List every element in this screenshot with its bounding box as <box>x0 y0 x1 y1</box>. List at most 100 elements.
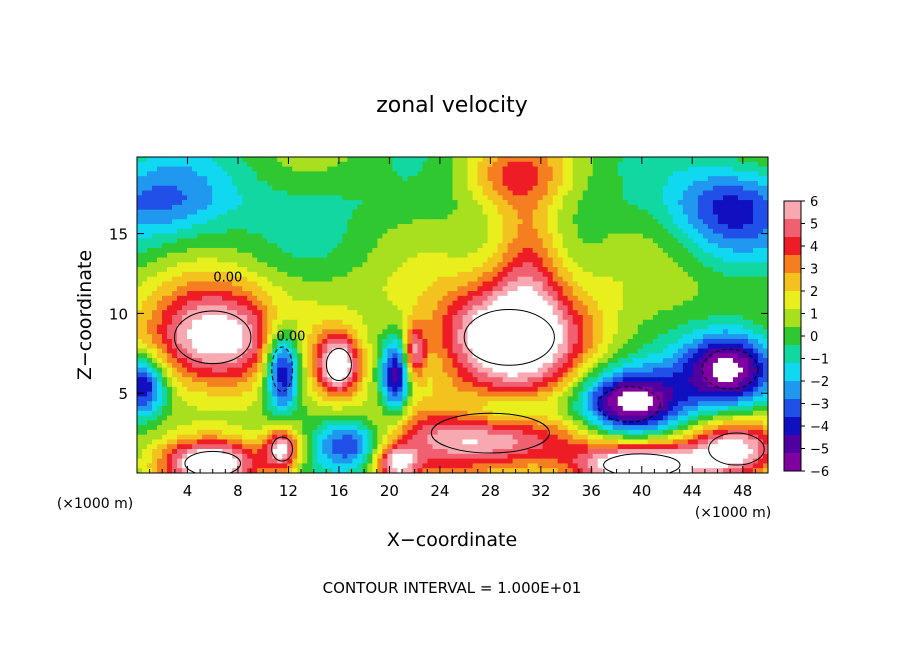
field-cell <box>372 252 378 259</box>
field-cell <box>552 295 559 302</box>
field-cell <box>587 295 594 302</box>
field-cell <box>737 300 744 307</box>
field-cell <box>672 267 679 273</box>
field-cell <box>577 214 584 220</box>
field-cell <box>337 185 343 192</box>
field-cell <box>302 157 308 163</box>
field-cell <box>492 271 499 278</box>
field-cell <box>397 209 404 216</box>
field-cell <box>752 204 759 211</box>
field-cell <box>427 204 434 211</box>
field-cell <box>572 228 579 235</box>
field-cell <box>177 180 183 187</box>
field-cell <box>192 257 198 263</box>
field-cell <box>627 310 634 316</box>
field-cell <box>392 334 399 340</box>
field-cell <box>382 286 388 292</box>
field-cell <box>632 286 639 292</box>
field-cell <box>252 247 258 254</box>
field-cell <box>197 195 203 201</box>
field-cell <box>547 200 554 206</box>
field-cell <box>152 281 158 287</box>
field-cell <box>247 209 253 216</box>
field-cell <box>327 214 333 220</box>
field-cell <box>202 166 208 172</box>
field-cell <box>757 238 764 244</box>
field-cell <box>182 171 188 177</box>
field-cell <box>502 200 509 206</box>
field-cell <box>312 214 318 220</box>
field-cell <box>507 180 514 187</box>
field-cell <box>517 252 524 259</box>
field-cell <box>727 329 734 335</box>
field-cell <box>307 271 313 278</box>
field-cell <box>747 180 754 187</box>
field-cell <box>342 271 348 278</box>
field-cell <box>162 295 168 302</box>
field-cell <box>482 338 489 345</box>
field-cell <box>642 291 649 297</box>
field-cell <box>222 171 228 177</box>
field-cell <box>697 209 704 216</box>
field-cell <box>262 219 268 225</box>
field-cell <box>437 295 444 302</box>
field-cell <box>272 209 278 216</box>
field-cell <box>582 310 589 316</box>
field-cell <box>742 219 749 225</box>
field-cell <box>522 310 529 316</box>
field-cell <box>342 319 348 326</box>
field-cell <box>467 157 474 163</box>
field-cell <box>567 262 574 268</box>
field-cell <box>617 209 624 216</box>
field-cell <box>397 262 404 268</box>
field-cell <box>572 204 579 211</box>
field-cell <box>692 338 699 345</box>
field-cell <box>397 224 404 230</box>
field-cell <box>547 267 554 273</box>
field-cell <box>602 200 609 206</box>
field-cell <box>217 338 223 345</box>
field-cell <box>367 276 373 283</box>
field-cell <box>227 190 233 196</box>
field-cell <box>617 286 624 292</box>
field-cell <box>532 228 539 235</box>
field-cell <box>137 185 143 192</box>
field-cell <box>157 243 163 249</box>
field-cell <box>627 257 634 263</box>
field-cell <box>282 157 288 163</box>
field-cell <box>597 233 604 239</box>
field-cell <box>567 185 574 192</box>
field-cell <box>732 334 739 340</box>
field-cell <box>702 195 709 201</box>
field-cell <box>687 319 694 326</box>
field-cell <box>442 228 449 235</box>
field-cell <box>282 310 288 316</box>
field-cell <box>182 338 188 345</box>
field-cell <box>587 190 594 196</box>
field-cell <box>682 233 689 239</box>
field-cell <box>502 171 509 177</box>
field-cell <box>407 224 414 230</box>
field-cell <box>602 180 609 187</box>
field-cell <box>552 252 559 259</box>
field-cell <box>367 180 373 187</box>
field-cell <box>532 185 539 192</box>
field-cell <box>757 252 764 259</box>
field-cell <box>627 329 634 335</box>
field-cell <box>722 228 729 235</box>
field-cell <box>522 262 529 268</box>
field-cell <box>297 257 303 263</box>
field-cell <box>312 233 318 239</box>
field-cell <box>722 243 729 249</box>
field-cell <box>567 195 574 201</box>
field-cell <box>647 286 654 292</box>
field-cell <box>507 257 514 263</box>
field-cell <box>142 271 148 278</box>
field-cell <box>362 252 368 259</box>
field-cell <box>522 334 529 340</box>
field-cell <box>327 190 333 196</box>
field-cell <box>592 185 599 192</box>
field-cell <box>697 257 704 263</box>
field-cell <box>482 219 489 225</box>
field-cell <box>347 238 353 244</box>
